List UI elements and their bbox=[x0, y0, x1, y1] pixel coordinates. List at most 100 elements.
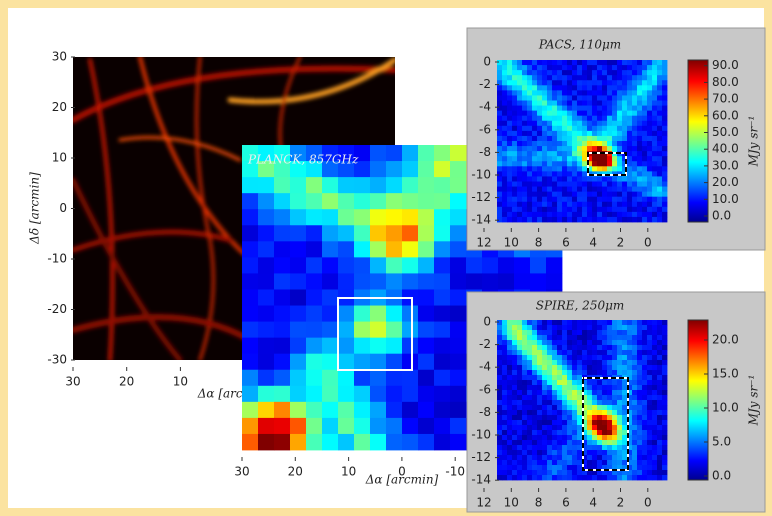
pixel bbox=[522, 330, 527, 335]
pixel bbox=[370, 306, 386, 322]
pixel bbox=[632, 75, 637, 80]
pixel bbox=[617, 182, 622, 187]
pixel bbox=[552, 370, 557, 375]
pixel bbox=[572, 325, 577, 330]
pixel bbox=[632, 101, 637, 106]
pixel bbox=[572, 187, 577, 192]
pixel bbox=[597, 187, 602, 192]
pixel bbox=[542, 420, 547, 425]
pixel bbox=[547, 345, 552, 350]
pixel bbox=[502, 470, 507, 475]
pixel bbox=[547, 350, 552, 355]
pixel bbox=[602, 101, 607, 106]
pixel bbox=[552, 207, 557, 212]
pixel bbox=[637, 121, 642, 126]
pixel bbox=[567, 420, 572, 425]
pixel bbox=[322, 289, 338, 305]
pixel bbox=[542, 470, 547, 475]
pixel bbox=[627, 75, 632, 80]
pixel bbox=[434, 257, 450, 273]
pixel bbox=[512, 470, 517, 475]
pixel bbox=[537, 70, 542, 75]
pixel bbox=[632, 445, 637, 450]
pixel bbox=[587, 420, 592, 425]
pixel bbox=[502, 435, 507, 440]
pixel bbox=[612, 106, 617, 111]
pixel bbox=[434, 370, 450, 386]
pixel bbox=[562, 375, 567, 380]
pixel bbox=[562, 60, 567, 65]
pixel bbox=[532, 75, 537, 80]
pixel bbox=[552, 75, 557, 80]
pixel bbox=[632, 405, 637, 410]
pixel bbox=[532, 111, 537, 116]
pixel bbox=[572, 217, 577, 222]
pixel bbox=[547, 176, 552, 181]
pixel bbox=[542, 385, 547, 390]
pixel bbox=[242, 257, 258, 273]
pixel bbox=[607, 360, 612, 365]
pixel bbox=[306, 338, 322, 354]
pixel bbox=[577, 161, 582, 166]
pixel bbox=[592, 360, 597, 365]
pixel bbox=[577, 65, 582, 70]
pixel bbox=[582, 370, 587, 375]
pixel bbox=[612, 141, 617, 146]
pixel bbox=[602, 202, 607, 207]
pixel bbox=[497, 156, 502, 161]
pixel bbox=[627, 365, 632, 370]
pixel bbox=[507, 370, 512, 375]
pixel bbox=[577, 330, 582, 335]
pixel bbox=[517, 460, 522, 465]
pixel bbox=[572, 420, 577, 425]
pixel bbox=[527, 395, 532, 400]
pixel bbox=[527, 345, 532, 350]
pixel bbox=[592, 405, 597, 410]
pixel bbox=[537, 146, 542, 151]
pixel bbox=[627, 101, 632, 106]
pixel bbox=[306, 177, 322, 193]
pixel bbox=[602, 75, 607, 80]
pixel bbox=[567, 176, 572, 181]
pixel bbox=[607, 330, 612, 335]
pixel bbox=[547, 192, 552, 197]
pixel bbox=[662, 182, 667, 187]
pixel bbox=[652, 450, 657, 455]
pixel bbox=[567, 126, 572, 131]
pixel bbox=[652, 131, 657, 136]
pixel bbox=[622, 111, 627, 116]
pixel bbox=[242, 386, 258, 402]
pixel bbox=[577, 425, 582, 430]
pixel bbox=[592, 370, 597, 375]
pixel bbox=[507, 365, 512, 370]
pixel bbox=[517, 375, 522, 380]
pixel bbox=[517, 192, 522, 197]
pixel bbox=[274, 434, 290, 450]
pixel bbox=[322, 354, 338, 370]
pixel bbox=[587, 400, 592, 405]
pixel bbox=[567, 340, 572, 345]
pixel bbox=[502, 156, 507, 161]
pixel bbox=[274, 402, 290, 418]
pixel bbox=[507, 80, 512, 85]
pixel bbox=[517, 355, 522, 360]
pixel bbox=[622, 121, 627, 126]
pixel bbox=[497, 415, 502, 420]
pixel bbox=[497, 375, 502, 380]
pixel bbox=[627, 95, 632, 100]
pixel bbox=[542, 415, 547, 420]
pixel bbox=[602, 95, 607, 100]
pixel bbox=[622, 65, 627, 70]
pixel bbox=[567, 146, 572, 151]
pixel bbox=[637, 126, 642, 131]
pixel bbox=[662, 156, 667, 161]
pixel bbox=[527, 75, 532, 80]
pixel bbox=[617, 385, 622, 390]
pixel bbox=[572, 460, 577, 465]
x-tick-label: 2 bbox=[617, 496, 625, 510]
pixel bbox=[622, 455, 627, 460]
pixel bbox=[607, 385, 612, 390]
pixel bbox=[522, 182, 527, 187]
pixel bbox=[532, 320, 537, 325]
pixel bbox=[632, 435, 637, 440]
